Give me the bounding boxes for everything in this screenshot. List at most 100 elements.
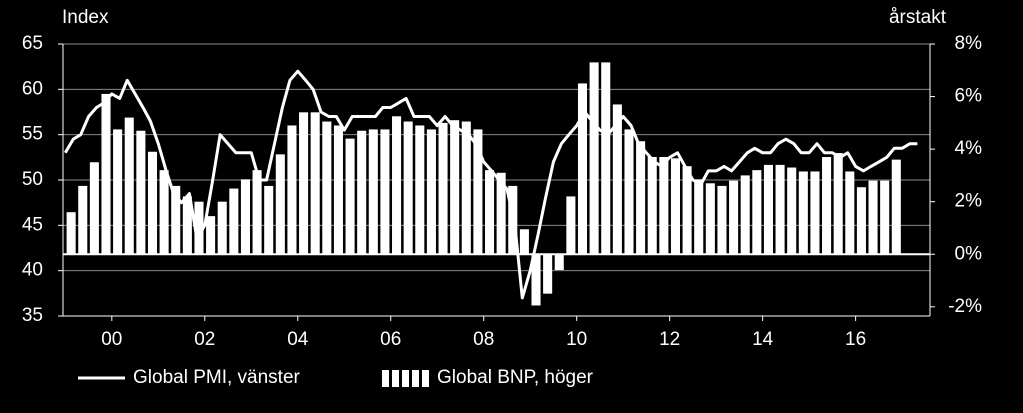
bar <box>206 216 216 255</box>
legend-label: Global PMI, vänster <box>133 367 301 388</box>
y-tick-label: 50 <box>22 169 43 190</box>
bar <box>240 179 250 255</box>
y2-tick-label: 2% <box>955 191 983 212</box>
x-tick-label: 04 <box>287 329 309 350</box>
bar <box>89 162 99 255</box>
y-axis-label: Index <box>62 7 109 28</box>
bar <box>287 125 297 255</box>
y2-tick-label: 4% <box>955 138 983 159</box>
x-tick-label: 00 <box>101 329 122 350</box>
bar <box>856 187 866 255</box>
bar <box>775 164 785 255</box>
y-tick-label: 65 <box>22 33 43 54</box>
y-tick-label: 45 <box>22 214 43 235</box>
y-tick-label: 35 <box>22 305 43 326</box>
bar <box>484 170 495 255</box>
bar <box>473 129 483 255</box>
bar <box>159 170 169 255</box>
bar <box>171 185 181 255</box>
bar <box>810 171 820 255</box>
bar <box>682 166 692 255</box>
bar <box>194 201 204 255</box>
bar <box>368 129 378 255</box>
bar <box>333 125 343 255</box>
bar <box>752 170 762 255</box>
x-tick-label: 16 <box>845 329 866 350</box>
bar <box>694 179 704 255</box>
bar <box>182 196 192 255</box>
bar <box>647 157 657 255</box>
line <box>64 69 918 300</box>
bar <box>113 129 123 255</box>
bar <box>798 171 808 255</box>
bar <box>787 167 797 255</box>
bar <box>415 125 425 255</box>
legend-swatch <box>382 370 389 387</box>
bar <box>229 188 239 255</box>
bar <box>822 157 832 255</box>
bar <box>426 129 436 255</box>
x-tick-label: 12 <box>659 329 680 350</box>
legend-swatch <box>422 370 429 387</box>
bar <box>322 121 332 255</box>
bar <box>880 180 890 255</box>
bar <box>345 138 355 255</box>
bar <box>577 83 588 255</box>
x-tick-label: 06 <box>380 329 401 350</box>
y-tick-label: 40 <box>22 260 43 281</box>
bar <box>740 175 750 255</box>
bar <box>612 104 622 255</box>
y2-tick-label: 0% <box>955 243 983 264</box>
bar <box>496 172 506 255</box>
bar <box>845 171 855 255</box>
x-tick-label: 02 <box>194 329 215 350</box>
bar <box>566 196 576 255</box>
bar <box>310 112 320 255</box>
legend-swatch <box>402 370 409 387</box>
legend-swatch <box>412 370 419 387</box>
bar <box>636 141 646 255</box>
bar <box>101 93 111 255</box>
bar <box>78 185 88 255</box>
bar <box>450 120 460 255</box>
bar <box>659 157 669 255</box>
bar <box>763 164 773 255</box>
bar <box>392 116 402 255</box>
legend-swatch <box>392 370 399 387</box>
bar <box>461 121 471 255</box>
x-tick-label: 10 <box>566 329 587 350</box>
bar <box>438 122 448 255</box>
bar <box>670 158 681 255</box>
bar <box>147 151 158 255</box>
x-tick-label: 08 <box>473 329 494 350</box>
bar <box>357 130 367 255</box>
bar <box>589 62 599 255</box>
y-tick-label: 55 <box>22 124 43 145</box>
bar <box>833 153 843 255</box>
bar <box>891 159 901 255</box>
bar <box>717 185 727 255</box>
bar <box>543 254 553 294</box>
bar <box>275 154 285 255</box>
bar <box>264 185 274 255</box>
bar <box>299 112 309 255</box>
legend-label: Global BNP, höger <box>437 367 594 388</box>
bar <box>868 180 878 255</box>
bar <box>601 62 611 255</box>
bar <box>705 183 715 255</box>
x-tick-label: 14 <box>752 329 774 350</box>
y2-axis-label: årstakt <box>889 7 947 28</box>
bar <box>554 254 564 271</box>
bar <box>531 254 541 306</box>
bar <box>217 201 227 255</box>
bar <box>136 130 146 255</box>
bar <box>624 129 634 255</box>
y2-tick-label: -2% <box>948 296 982 317</box>
bar <box>729 180 739 255</box>
bar <box>403 121 413 255</box>
bar <box>519 229 529 255</box>
bar <box>380 129 390 255</box>
bar <box>124 117 134 255</box>
bar <box>66 212 76 255</box>
